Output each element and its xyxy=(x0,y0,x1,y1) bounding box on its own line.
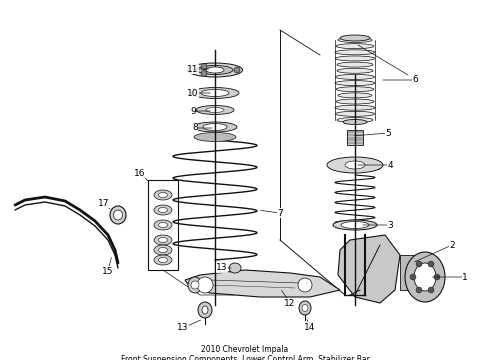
Ellipse shape xyxy=(335,50,375,55)
Text: 14: 14 xyxy=(304,323,316,332)
Ellipse shape xyxy=(340,35,370,41)
Circle shape xyxy=(416,287,422,293)
Ellipse shape xyxy=(154,235,172,245)
Circle shape xyxy=(416,261,422,267)
Ellipse shape xyxy=(154,245,172,255)
Text: 8: 8 xyxy=(192,123,198,132)
Text: 7: 7 xyxy=(277,208,283,217)
Circle shape xyxy=(428,287,434,293)
Ellipse shape xyxy=(414,263,436,291)
Ellipse shape xyxy=(338,37,372,42)
Bar xyxy=(148,180,178,270)
Ellipse shape xyxy=(299,301,311,315)
Ellipse shape xyxy=(338,93,372,98)
Text: 11: 11 xyxy=(187,64,199,73)
Ellipse shape xyxy=(114,210,122,220)
Ellipse shape xyxy=(333,220,377,230)
Text: 17: 17 xyxy=(98,198,110,207)
Text: 1: 1 xyxy=(462,273,468,282)
Ellipse shape xyxy=(341,221,369,229)
Bar xyxy=(400,255,418,290)
Ellipse shape xyxy=(193,122,237,132)
Ellipse shape xyxy=(158,238,168,243)
Ellipse shape xyxy=(335,105,375,110)
Ellipse shape xyxy=(158,248,168,252)
Ellipse shape xyxy=(405,252,445,302)
Ellipse shape xyxy=(337,62,373,67)
Text: 12: 12 xyxy=(284,298,295,307)
Circle shape xyxy=(201,71,207,76)
Circle shape xyxy=(234,67,240,73)
Text: 13: 13 xyxy=(177,324,189,333)
Ellipse shape xyxy=(345,161,365,169)
Ellipse shape xyxy=(197,66,233,75)
Ellipse shape xyxy=(202,306,208,314)
Polygon shape xyxy=(338,235,400,303)
Circle shape xyxy=(197,277,213,293)
Ellipse shape xyxy=(188,63,243,77)
Circle shape xyxy=(201,63,207,69)
Ellipse shape xyxy=(158,222,168,228)
Text: 9: 9 xyxy=(190,107,196,116)
Ellipse shape xyxy=(336,56,374,61)
Text: 6: 6 xyxy=(412,76,418,85)
Ellipse shape xyxy=(154,205,172,215)
Ellipse shape xyxy=(191,87,239,99)
Circle shape xyxy=(298,278,312,292)
Ellipse shape xyxy=(154,190,172,200)
Ellipse shape xyxy=(336,111,374,116)
Ellipse shape xyxy=(337,117,373,122)
Ellipse shape xyxy=(302,305,308,311)
Circle shape xyxy=(410,274,416,280)
Ellipse shape xyxy=(158,207,168,212)
Text: 2: 2 xyxy=(449,240,455,249)
Ellipse shape xyxy=(110,206,126,224)
Text: 3: 3 xyxy=(387,220,393,230)
Circle shape xyxy=(434,274,440,280)
Ellipse shape xyxy=(206,67,224,73)
Ellipse shape xyxy=(335,75,375,80)
Circle shape xyxy=(191,281,199,289)
Ellipse shape xyxy=(158,193,168,198)
Text: 16: 16 xyxy=(134,168,146,177)
Ellipse shape xyxy=(336,99,374,104)
Ellipse shape xyxy=(336,44,374,49)
Ellipse shape xyxy=(206,108,224,112)
Ellipse shape xyxy=(335,81,375,86)
Ellipse shape xyxy=(196,105,234,114)
Ellipse shape xyxy=(194,132,236,141)
Ellipse shape xyxy=(229,263,241,273)
Circle shape xyxy=(428,261,434,267)
Ellipse shape xyxy=(154,255,172,265)
Ellipse shape xyxy=(327,157,383,173)
Text: 4: 4 xyxy=(387,161,393,170)
Ellipse shape xyxy=(154,220,172,230)
Ellipse shape xyxy=(188,277,202,293)
Polygon shape xyxy=(185,270,340,297)
Text: 5: 5 xyxy=(385,129,391,138)
Ellipse shape xyxy=(336,87,374,92)
Ellipse shape xyxy=(198,302,212,318)
Ellipse shape xyxy=(203,123,227,130)
Text: 15: 15 xyxy=(102,266,114,275)
Ellipse shape xyxy=(337,68,373,73)
Ellipse shape xyxy=(201,90,229,96)
Text: 13: 13 xyxy=(216,264,228,273)
Bar xyxy=(347,130,363,145)
Ellipse shape xyxy=(158,257,168,262)
Ellipse shape xyxy=(343,120,367,125)
Text: 2010 Chevrolet Impala
Front Suspension Components, Lower Control Arm, Stabilizer: 2010 Chevrolet Impala Front Suspension C… xyxy=(121,345,369,360)
Text: 10: 10 xyxy=(187,89,199,98)
